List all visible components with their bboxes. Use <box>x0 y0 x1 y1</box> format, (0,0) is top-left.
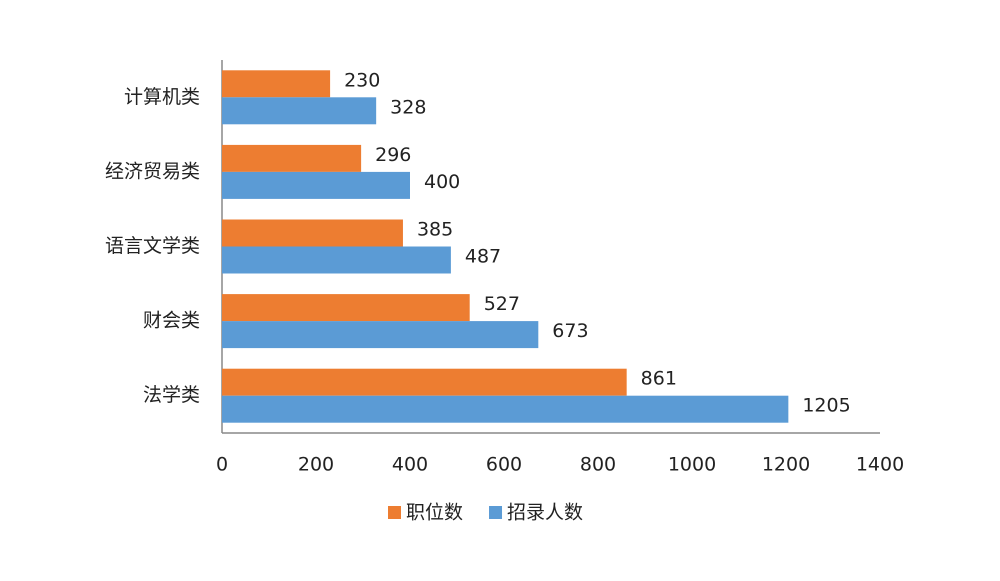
x-tick-label: 1200 <box>762 454 810 476</box>
bar <box>222 368 627 396</box>
legend-swatch <box>388 506 401 519</box>
x-tick-label: 400 <box>392 454 428 476</box>
x-tick-label: 1400 <box>856 454 904 476</box>
data-label: 861 <box>641 368 677 390</box>
data-label: 1205 <box>802 395 850 417</box>
bar <box>222 171 410 199</box>
x-tick-label: 800 <box>580 454 616 476</box>
x-tick-label: 0 <box>216 454 228 476</box>
data-label: 400 <box>424 171 460 193</box>
y-tick-label: 语言文学类 <box>105 235 200 257</box>
data-label: 527 <box>484 293 520 315</box>
y-tick-label: 财会类 <box>143 310 200 332</box>
data-label: 328 <box>390 96 426 118</box>
data-label: 296 <box>375 144 411 166</box>
data-label: 385 <box>417 219 453 241</box>
bar <box>222 246 451 274</box>
bar <box>222 219 403 247</box>
legend-label: 招录人数 <box>507 502 583 524</box>
bar <box>222 294 470 322</box>
legend-label: 职位数 <box>406 502 463 524</box>
data-label: 487 <box>465 246 501 268</box>
y-tick-label: 经济贸易类 <box>105 160 200 182</box>
bar <box>222 97 377 125</box>
data-label: 673 <box>552 320 588 342</box>
bar <box>222 70 331 98</box>
bar <box>222 144 362 172</box>
bar <box>222 321 539 349</box>
data-label: 230 <box>344 69 380 91</box>
legend-swatch <box>489 506 503 519</box>
y-tick-label: 计算机类 <box>124 86 200 108</box>
y-tick-label: 法学类 <box>143 384 200 406</box>
x-tick-label: 200 <box>298 454 334 476</box>
bar <box>222 395 789 423</box>
x-tick-label: 1000 <box>668 454 716 476</box>
x-tick-label: 600 <box>486 454 522 476</box>
